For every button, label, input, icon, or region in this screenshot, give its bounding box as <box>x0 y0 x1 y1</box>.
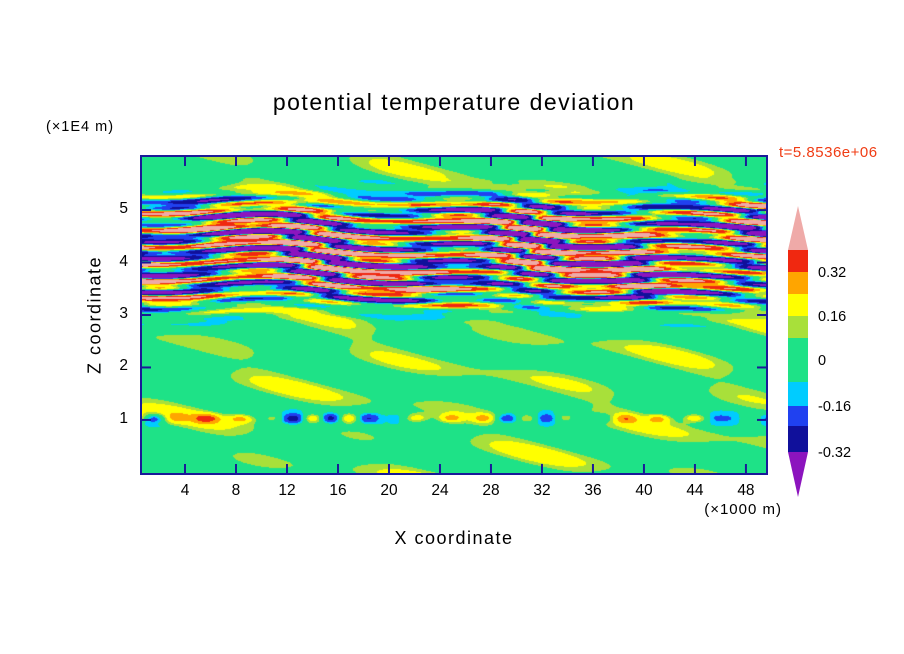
x-tick-label: 36 <box>584 482 602 499</box>
x-tick-label: 8 <box>231 482 241 499</box>
y-axis-units: (×1E4 m) <box>46 119 115 135</box>
x-tick-label: 32 <box>533 482 551 499</box>
colorbar-label: 0 <box>818 353 826 369</box>
x-axis-label: X coordinate <box>394 528 514 548</box>
x-tick-label: 16 <box>329 482 347 499</box>
y-tick-label: 1 <box>119 409 128 427</box>
colorbar-lower-arrow <box>788 452 808 497</box>
timestamp-label: t=5.8536e+06 <box>779 144 878 161</box>
colorbar-label: 0.32 <box>818 265 846 281</box>
x-tick-label: 24 <box>431 482 449 499</box>
y-tick-label: 5 <box>119 200 128 218</box>
x-tick-label: 20 <box>380 482 398 499</box>
x-tick-label: 48 <box>737 482 755 499</box>
colorbar-segment <box>788 294 808 316</box>
colorbar-segment <box>788 426 808 452</box>
colorbar-label: 0.16 <box>818 309 846 325</box>
colorbar: 0.32 0.16 0 -0.16 -0.32 <box>788 206 851 497</box>
x-tick-label: 4 <box>180 482 190 499</box>
colorbar-segment <box>788 272 808 294</box>
contour-field <box>140 155 768 475</box>
y-tick-label: 2 <box>119 357 128 375</box>
colorbar-segment <box>788 250 808 272</box>
x-axis-units: (×1000 m) <box>704 501 782 518</box>
colorbar-label: -0.16 <box>818 399 851 415</box>
chart-title: potential temperature deviation <box>272 89 636 115</box>
x-tick-label: 12 <box>278 482 296 499</box>
colorbar-segment <box>788 316 808 338</box>
colorbar-segment <box>788 406 808 426</box>
colorbar-label: -0.32 <box>818 445 851 461</box>
y-tick-label: 4 <box>119 252 128 270</box>
colorbar-upper-arrow <box>788 206 808 250</box>
x-tick-label: 40 <box>635 482 653 499</box>
colorbar-segment <box>788 382 808 406</box>
y-tick-label: 3 <box>119 305 128 322</box>
x-tick-label: 28 <box>482 482 500 499</box>
x-tick-label: 44 <box>686 482 704 499</box>
colorbar-segment <box>788 338 808 382</box>
